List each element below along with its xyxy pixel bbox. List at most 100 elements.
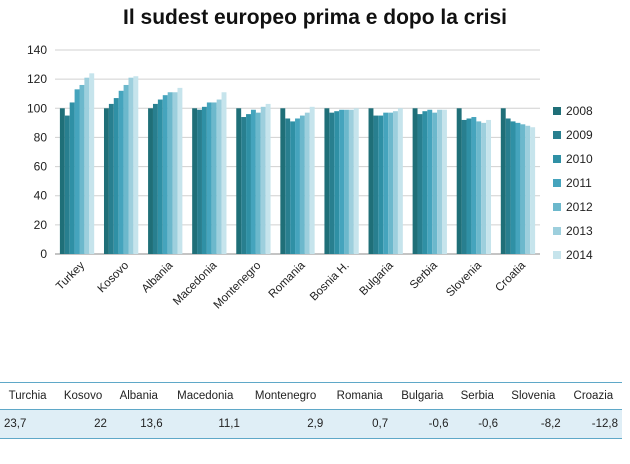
bar [348,109,354,254]
bar [334,111,340,254]
table-cell: -0,6 [452,409,503,439]
bar [353,108,359,255]
bar [290,121,296,255]
legend-swatch [553,251,561,259]
legend-swatch [553,179,561,187]
table-header-cell: Macedonia [166,382,244,410]
bar [74,89,80,254]
summary-table: Turchia Kosovo Albania Macedonia Montenegro R… [0,382,622,439]
table-cell: -12,8 [564,409,622,439]
y-tick-label: 80 [34,130,48,144]
table-cell: 23,7 [0,409,56,439]
bar [393,111,398,254]
table-header-cell: Turchia [0,382,56,410]
bar [412,108,418,255]
bar [167,92,173,254]
x-tick-label: Croatia [493,259,528,294]
table-header-cell: Kosovo [55,382,111,410]
x-tick-label: Bulgaria [357,259,396,298]
bar [246,114,251,254]
bar [432,112,438,255]
bar [525,125,531,255]
bar [201,106,207,254]
bar [172,92,178,254]
bar [162,95,168,255]
bar [339,109,345,254]
bar [505,118,511,254]
bar [59,108,65,255]
bar [388,112,394,255]
bar [530,127,536,254]
table-header-cell: Bulgaria [392,382,453,410]
table-cell: 2,9 [243,409,328,439]
chart-title: Il sudest europeo prima e dopo la crisi [123,6,507,29]
bar [197,109,202,254]
legend-swatch [553,203,561,211]
legend-label: 2013 [566,224,593,238]
bar [520,124,526,254]
bar [89,73,95,254]
y-tick-label: 0 [40,247,47,261]
bar [177,87,183,254]
bar [260,106,266,254]
table-header-cell: Serbia [452,382,503,410]
bar [236,108,242,255]
bar [466,118,472,254]
y-tick-label: 60 [34,160,48,174]
table-header-cell: Romania [327,382,393,410]
bar [241,117,247,255]
table-row: 23,7 22 13,6 11,1 2,9 0,7 -0,6 -0,6 -8,2 -12,8 [0,409,622,439]
bar [437,109,443,254]
y-tick-label: 40 [34,189,48,203]
bar [265,103,271,255]
bar [79,84,85,254]
table-cell: -8,2 [502,409,565,439]
legend-label: 2014 [566,248,593,262]
bar [157,99,163,255]
y-tick-label: 20 [34,218,48,232]
table-cell: 22 [55,409,111,439]
bar [113,98,119,254]
legend-label: 2008 [566,104,593,118]
bar [123,84,129,254]
table-header-cell: Montenegro [243,382,328,410]
legend-label: 2011 [566,176,592,190]
bar [250,109,256,254]
legend-swatch [553,155,561,163]
bar [280,108,286,255]
x-tick-label: Kosovo [96,260,132,296]
bar [486,119,492,254]
bar [427,109,433,254]
bar [417,114,423,254]
x-tick-label: Slovenia [444,259,484,299]
x-tick-label: Albania [140,259,176,295]
table-cell: 13,6 [110,409,167,439]
bar [128,77,134,254]
bar [206,102,212,254]
bar [216,99,222,255]
bar [373,115,379,254]
x-tick-label: Turkey [54,259,87,292]
table-header-cell: Croazia [564,382,622,410]
bar [471,117,477,255]
y-tick-label: 100 [27,101,47,115]
bar [211,102,217,254]
legend-swatch [553,131,561,139]
y-tick-label: 120 [27,72,47,86]
bar [456,108,462,255]
bar-chart: 0 20 40 60 80 100 120 140 Turkey Kosovo AlbaniaMac… [27,43,593,312]
table-header-cell: Albania [110,382,167,410]
bar [481,122,487,254]
bar [64,115,70,254]
bar [324,108,330,255]
bar [422,111,428,254]
table-cell: 11,1 [166,409,244,439]
legend-label: 2010 [566,152,593,166]
bar [285,118,291,254]
bar [192,108,198,255]
bar [476,121,482,255]
legend-swatch [553,107,561,115]
table-header-cell: Slovenia [502,382,565,410]
bar [221,92,227,254]
bar [295,118,300,254]
